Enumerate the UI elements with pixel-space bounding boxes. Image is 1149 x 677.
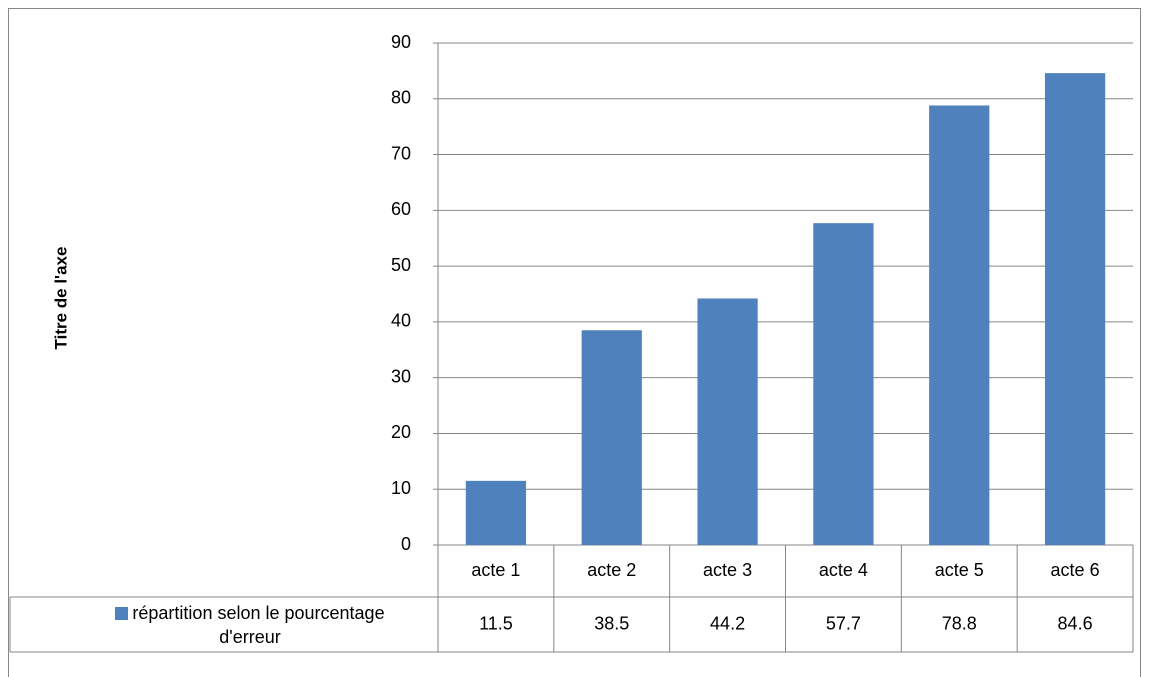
bar [929,105,990,546]
table-value: 84.6 [1058,613,1093,633]
chart-border [8,8,1141,677]
legend: répartition selon le pourcentage d'erreu… [85,597,415,652]
legend-swatch [115,606,129,620]
y-tick-label: 20 [391,422,411,442]
y-tick-label: 40 [391,311,411,331]
y-tick-label: 80 [391,88,411,108]
y-tick-label: 70 [391,143,411,163]
table-value: 78.8 [942,613,977,633]
y-tick-label: 60 [391,199,411,219]
bar [697,298,758,545]
y-tick-label: 50 [391,255,411,275]
x-tick-label: acte 5 [935,560,984,580]
bar [581,330,642,545]
y-tick-label: 30 [391,366,411,386]
bar [465,480,527,545]
x-tick-label: acte 3 [703,560,752,580]
table-value: 38.5 [594,613,629,633]
bar [1044,73,1106,546]
x-tick-label: acte 6 [1051,560,1100,580]
table-value: 57.7 [826,613,861,633]
y-axis-title: Titre de l'axe [51,247,70,350]
y-tick-label: 90 [391,32,411,52]
table-value: 44.2 [710,613,745,633]
x-tick-label: acte 4 [819,560,868,580]
bar [813,223,874,545]
x-tick-label: acte 2 [587,560,636,580]
y-tick-label: 10 [391,478,411,498]
legend-label: répartition selon le pourcentage d'erreu… [132,602,385,647]
y-tick-label: 0 [401,534,411,554]
x-tick-label: acte 1 [471,560,520,580]
table-value: 11.5 [479,613,513,633]
